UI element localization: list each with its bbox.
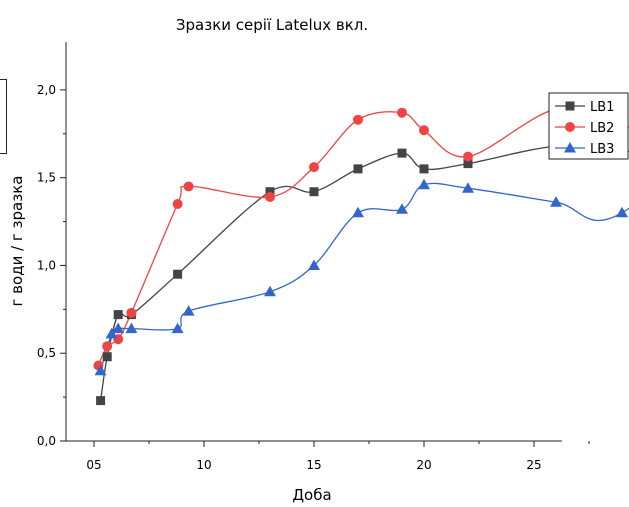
x-tick-label: 20 [416,458,431,472]
data-point-lb2 [397,107,407,118]
x-axis-label: Доба [292,486,331,504]
data-point-lb3 [125,322,138,334]
legend-label-lb3: LB3 [590,142,614,157]
data-point-lb1 [419,164,429,174]
data-point-lb3 [418,178,430,190]
data-point-lb3 [182,305,195,316]
y-tick-label: 1,0 [37,258,56,272]
data-point-lb2 [419,125,429,136]
data-point-lb3 [616,206,628,218]
data-point-lb1 [309,187,319,197]
data-point-lb2 [172,199,183,209]
data-point-lb2 [102,341,113,352]
data-point-lb3 [105,327,118,339]
data-point-lb3 [308,259,320,270]
legend-label-lb2: LB2 [590,121,614,136]
legend-marker-lb1 [565,101,575,111]
data-point-lb3 [171,322,184,334]
y-axis-label: г води / г зразка [8,176,26,307]
data-point-lb1 [397,148,407,158]
data-point-lb1 [353,164,363,174]
data-point-lb3 [112,322,125,334]
data-point-lb1 [102,352,112,362]
data-point-lb2 [183,181,194,192]
data-point-lb3 [352,206,364,218]
x-tick-label: 05 [86,458,101,472]
legend-fragment-box [0,79,7,154]
data-point-lb3 [462,182,474,193]
x-tick-label: 10 [196,458,211,472]
data-point-lb1 [113,310,123,320]
data-point-lb2 [265,191,275,202]
y-tick-label: 2,0 [37,83,56,97]
y-tick-label: 0,0 [37,434,56,448]
y-axis-ticks: 0,0 0,5 1,0 1,5 2,0 [37,83,66,448]
y-tick-label: 1,5 [37,171,56,185]
data-point-lb1 [265,187,275,197]
series-markers [93,104,628,406]
legend-label-lb1: LB1 [590,100,614,115]
chart-title: Зразки серії Latelux вкл. [176,16,368,34]
x-axis-ticks: 0510152025303540 [86,441,590,472]
y-tick-label: 0,5 [37,346,56,360]
data-point-lb1 [463,159,473,169]
data-point-lb3 [550,196,562,207]
data-point-lb1 [173,269,183,279]
legend-marker-lb2 [565,122,575,132]
data-point-lb3 [396,203,408,214]
legend: LB1 LB2 LB3 [548,92,629,160]
data-point-lb3 [264,285,276,297]
legend-marker-lb3 [564,142,576,153]
x-tick-label: 15 [306,458,321,472]
x-tick-label: 25 [526,458,541,472]
data-point-lb2 [309,162,319,173]
data-point-lb2 [353,114,363,125]
data-point-lb3 [94,364,107,376]
data-point-lb2 [463,151,473,162]
legend-box [548,92,629,160]
data-point-lb1 [96,396,106,406]
data-point-lb2 [126,307,137,318]
